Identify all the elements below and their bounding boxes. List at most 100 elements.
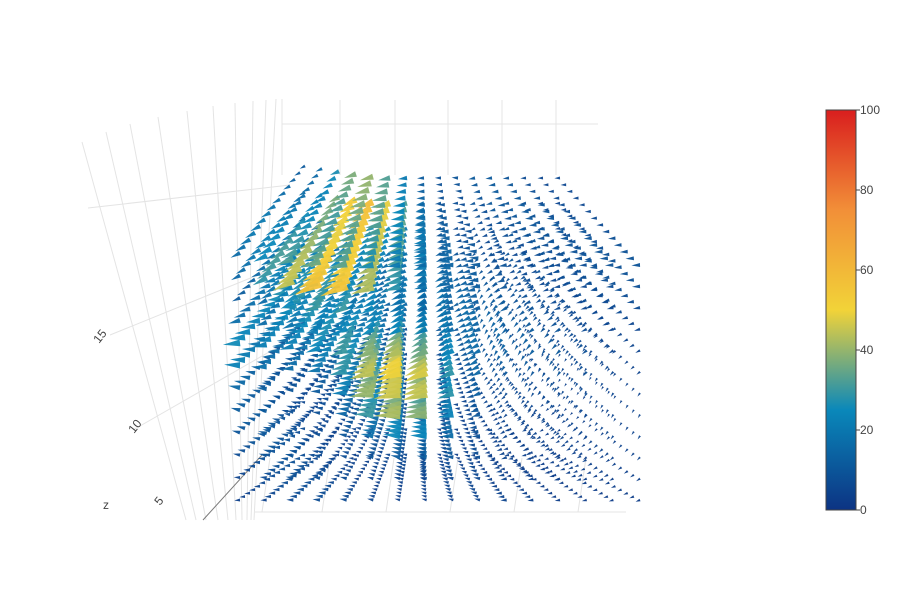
cone-mark: [233, 312, 246, 318]
cone-mark: [566, 287, 574, 292]
cone-mark: [364, 315, 378, 324]
cone-mark: [417, 305, 428, 312]
cone-mark: [439, 236, 450, 241]
cone-mark: [459, 257, 467, 261]
cone-mark: [486, 381, 491, 386]
cone-mark: [488, 378, 493, 382]
cone-mark: [260, 210, 271, 218]
cone-mark: [315, 406, 323, 411]
cone-mark: [521, 491, 528, 495]
cone-mark: [572, 220, 579, 224]
cone-mark: [416, 196, 425, 201]
cone-mark: [236, 351, 251, 358]
cone-mark: [280, 457, 289, 461]
cone-mark: [420, 488, 427, 491]
cone-mark: [308, 339, 324, 348]
cone-mark: [442, 443, 451, 447]
cone-mark: [563, 333, 567, 337]
cone-mark: [479, 318, 484, 324]
cone-mark: [503, 392, 508, 398]
cone-mark: [600, 363, 604, 367]
cone-mark: [276, 290, 289, 298]
cone-mark: [488, 385, 493, 390]
cone-mark: [514, 363, 518, 367]
cone-mark: [468, 277, 479, 283]
cone-mark: [541, 395, 546, 400]
cone-mark: [305, 345, 321, 353]
cone-mark: [439, 269, 449, 274]
cone-mark: [515, 304, 522, 310]
cone-mark: [292, 304, 305, 312]
cone-mark: [546, 239, 555, 244]
cone-mark: [358, 243, 368, 251]
cone-mark: [353, 285, 362, 292]
cone-mark: [455, 432, 460, 435]
cone-mark: [546, 316, 553, 321]
cone-mark: [253, 253, 268, 262]
cone-mark: [501, 387, 506, 393]
cone-mark: [515, 484, 521, 488]
cone-mark: [351, 435, 358, 439]
cone-mark: [461, 292, 471, 298]
cone-mark: [533, 252, 541, 256]
cone-mark: [561, 324, 566, 328]
cone-mark: [526, 376, 530, 381]
cone-mark: [625, 256, 634, 261]
cone-mark: [527, 387, 532, 393]
cone-mark: [601, 409, 604, 413]
cone-mark: [458, 439, 464, 443]
cone-mark: [268, 271, 281, 277]
cone-mark: [499, 319, 503, 324]
cone-mark: [270, 319, 285, 326]
cone-mark: [380, 439, 387, 443]
cone-mark: [268, 474, 276, 478]
cone-mark: [283, 413, 291, 417]
cone-mark: [484, 240, 491, 244]
3d-scene[interactable]: 5 10 15 z: [81, 98, 641, 521]
cone-mark: [533, 409, 538, 413]
cone-mark: [529, 189, 536, 193]
cone-mark: [487, 293, 493, 299]
cone-mark: [287, 206, 298, 214]
cone-mark: [464, 326, 475, 333]
cone-mark: [513, 387, 518, 391]
cone-mark: [560, 345, 565, 350]
cone-mark: [367, 498, 374, 502]
cone-mark: [456, 196, 464, 200]
cone-mark: [522, 448, 528, 452]
left-wall-gridline: [212, 105, 237, 521]
cone-mark: [630, 365, 635, 370]
cone-mark: [288, 310, 302, 318]
cone-mark: [262, 239, 277, 249]
cone-mark: [459, 443, 465, 447]
cone-mark: [549, 474, 555, 478]
cone-mark: [531, 436, 536, 440]
cone-mark: [530, 358, 534, 363]
cone-mark: [411, 336, 428, 348]
cone-mark: [273, 421, 281, 425]
cone-mark: [436, 214, 444, 218]
cone-mark: [530, 460, 536, 464]
cone-mark: [521, 299, 526, 305]
cone-mark: [548, 189, 554, 193]
cone-mark: [326, 175, 337, 182]
cone-mark: [456, 411, 462, 415]
cone-mark: [481, 233, 488, 237]
cone-mark: [455, 362, 462, 365]
cone-mark: [467, 398, 476, 403]
cone-mark: [436, 428, 442, 432]
cone-mark: [291, 281, 306, 291]
cone-mark: [438, 216, 447, 220]
cone-mark: [455, 239, 462, 243]
cone-mark: [281, 332, 293, 338]
cone-mark: [572, 196, 579, 200]
cone-mark: [505, 240, 512, 244]
cone-mark: [553, 387, 558, 393]
cone-mark: [501, 365, 506, 372]
cone-mark: [242, 445, 251, 449]
cone-mark: [568, 466, 574, 470]
cone-mark: [510, 408, 515, 413]
cone-mark: [542, 209, 550, 214]
cone-mark: [494, 387, 500, 391]
cone-mark: [438, 333, 448, 340]
